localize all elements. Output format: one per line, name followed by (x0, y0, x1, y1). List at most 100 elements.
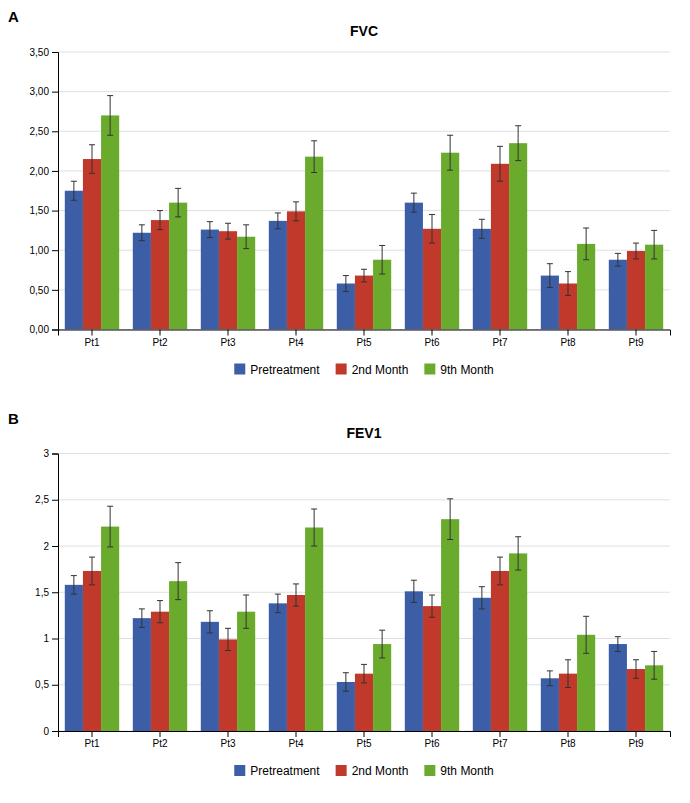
legend-label: 2nd Month (352, 363, 409, 377)
series (101, 96, 663, 330)
error-bar (633, 243, 639, 259)
tick: Pt3 (220, 330, 235, 348)
tick: Pt2 (152, 330, 167, 348)
grid-line (58, 52, 670, 53)
bar (287, 595, 305, 731)
chart-root: 0,000,501,001,502,002,503,003,50Pt1Pt2Pt… (0, 0, 690, 803)
error-bar (225, 223, 231, 239)
tick: 3 (43, 448, 58, 459)
grid-line (58, 546, 670, 547)
legend-label: Pretreatment (250, 363, 320, 377)
tick-label: Pt7 (492, 738, 507, 749)
tick: Pt8 (560, 731, 575, 749)
series (83, 557, 645, 731)
tick: Pt8 (560, 330, 575, 348)
bar (83, 571, 101, 731)
tick-label: Pt3 (220, 337, 235, 348)
error-bar (615, 253, 621, 266)
legend-item: 2nd Month (336, 363, 409, 377)
tick-mark (160, 330, 161, 336)
tick-mark (52, 500, 58, 501)
axis-line (59, 330, 671, 336)
error-bar (565, 272, 571, 296)
tick-label: 0,5 (35, 679, 49, 690)
grid-line (58, 131, 670, 132)
tick-mark (364, 330, 365, 336)
bar (269, 603, 287, 731)
tick-label: Pt8 (560, 738, 575, 749)
tick-mark (52, 211, 58, 212)
tick: 0,50 (30, 285, 58, 296)
tick-mark (364, 731, 365, 737)
grid-line (58, 592, 670, 593)
error-bar (71, 181, 77, 200)
tick: Pt6 (424, 330, 439, 348)
tick-label: 2 (43, 541, 49, 552)
tick-mark (296, 731, 297, 737)
grid-line (58, 453, 670, 454)
grid-line (58, 170, 670, 171)
error-bar (243, 225, 249, 249)
tick-label: Pt5 (356, 337, 371, 348)
legend: Pretreatment 2nd Month 9th Month (234, 363, 493, 377)
error-bar (293, 202, 299, 221)
tick: Pt9 (628, 330, 643, 348)
tick-mark (228, 330, 229, 336)
tick-label: 1,00 (30, 245, 50, 256)
legend-item: Pretreatment (234, 764, 320, 778)
legend-swatch (336, 765, 347, 776)
title: FEV1 (346, 425, 381, 441)
tick-mark (500, 731, 501, 737)
bar (101, 527, 119, 731)
marks (65, 96, 663, 330)
error-bar (207, 222, 213, 238)
bar (305, 157, 323, 330)
error-bar (275, 594, 281, 613)
title: FVC (350, 23, 378, 39)
tick-mark (160, 731, 161, 737)
plot-area: 00,511,522,53Pt1Pt2Pt3Pt4Pt5Pt6Pt7Pt8Pt9 (35, 448, 670, 749)
bar (237, 237, 255, 330)
error-bar (583, 616, 589, 653)
tick-label: Pt9 (628, 738, 643, 749)
tick-mark (52, 92, 58, 93)
tick-mark (228, 731, 229, 737)
axis-line (52, 53, 59, 331)
tick-mark (52, 250, 58, 251)
series (83, 145, 645, 330)
tick: 0,00 (30, 324, 58, 335)
grid-line (58, 210, 670, 211)
error-bar (515, 126, 521, 161)
error-bar (175, 188, 181, 217)
plot-area: 0,000,501,001,502,002,503,003,50Pt1Pt2Pt… (30, 47, 671, 348)
tick-label: 1,50 (30, 205, 50, 216)
tick-label: 0,50 (30, 285, 50, 296)
y-axis: 0,000,501,001,502,002,503,003,50 (30, 47, 59, 336)
legend-item: 9th Month (424, 363, 493, 377)
legend-label: 2nd Month (352, 764, 409, 778)
tick: 2 (43, 541, 58, 552)
error-bar (379, 245, 385, 274)
bar (169, 581, 187, 731)
error-bar (651, 230, 657, 259)
bar (169, 203, 187, 330)
error-bar (361, 269, 367, 282)
tick: 1,5 (35, 587, 58, 598)
bar (151, 220, 169, 329)
error-bar (361, 664, 367, 683)
y-axis: 00,511,522,53 (35, 448, 58, 737)
panel: 0,000,501,001,502,002,503,003,50Pt1Pt2Pt… (8, 8, 671, 377)
tick: Pt6 (424, 731, 439, 749)
tick: 0 (43, 726, 58, 737)
bar (151, 612, 169, 731)
series (101, 499, 663, 731)
error-bar (583, 228, 589, 260)
legend-swatch (234, 364, 245, 375)
tick-label: Pt7 (492, 337, 507, 348)
tick-mark (636, 330, 637, 336)
tick: Pt7 (492, 731, 507, 749)
bar (201, 230, 219, 330)
bar (473, 229, 491, 330)
tick-mark (52, 731, 58, 732)
error-bar (497, 146, 503, 181)
